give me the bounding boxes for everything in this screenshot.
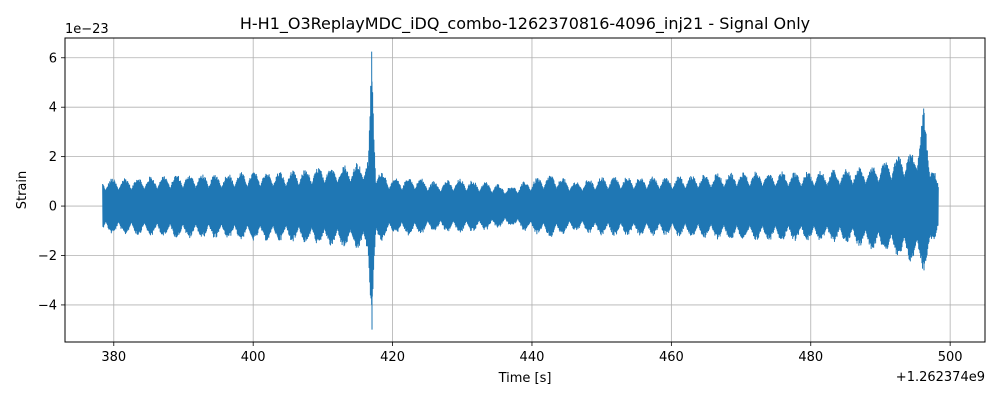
chart-title: H-H1_O3ReplayMDC_iDQ_combo-1262370816-40… (240, 14, 810, 34)
x-tick-label: 500 (938, 350, 963, 365)
x-tick-label: 400 (241, 350, 266, 365)
x-axis-label: Time [s] (498, 371, 552, 386)
y-axis-label: Strain (15, 171, 30, 210)
x-tick-label: 440 (520, 350, 545, 365)
axis-ticks: 380 400 420 440 460 480 500 −4 −2 0 2 4 6 (38, 51, 963, 365)
y-tick-label: 6 (49, 51, 57, 66)
x-axis-offset-label: +1.262374e9 (896, 370, 985, 385)
x-tick-label: 380 (101, 350, 126, 365)
plot-frame (64, 37, 986, 343)
y-tick-label: −4 (38, 298, 57, 313)
x-tick-label: 480 (798, 350, 823, 365)
x-tick-label: 420 (380, 350, 405, 365)
x-tick-label: 460 (659, 350, 684, 365)
y-tick-label: 0 (49, 200, 57, 215)
series-line (102, 51, 939, 330)
y-axis-scale-label: 1e−23 (65, 22, 109, 37)
strain-series-path (102, 51, 939, 330)
y-tick-label: 4 (49, 101, 57, 116)
y-tick-label: −2 (38, 249, 57, 264)
y-tick-label: 2 (49, 150, 57, 165)
